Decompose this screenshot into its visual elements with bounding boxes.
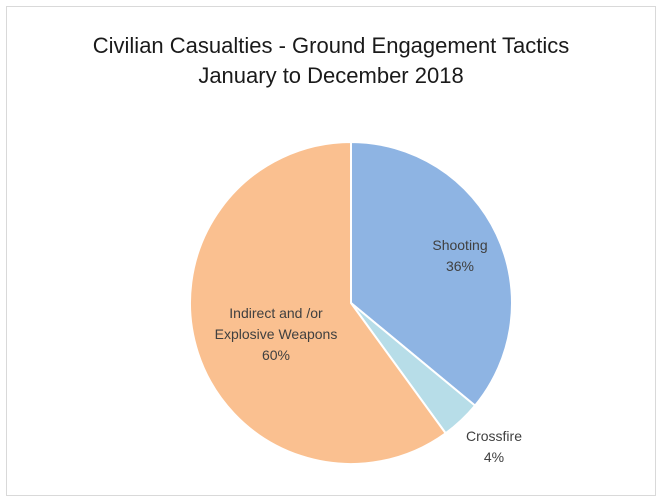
pie-chart: Shooting 36% Crossfire 4% Indirect and /… [7, 7, 655, 495]
slice-label-crossfire-name: Crossfire [466, 428, 522, 444]
slice-label-explosive-value: 60% [262, 347, 290, 363]
slice-label-explosive-line-1: Indirect and /or [229, 305, 323, 321]
slice-label-crossfire: Crossfire 4% [466, 428, 522, 465]
slice-label-crossfire-value: 4% [484, 449, 504, 465]
slice-label-shooting-value: 36% [446, 258, 474, 274]
slice-label-explosive-line-2: Explosive Weapons [215, 326, 338, 342]
slice-label-shooting-name: Shooting [432, 237, 487, 253]
pie-slices [190, 142, 512, 464]
chart-area: Civilian Casualties - Ground Engagement … [6, 6, 656, 496]
